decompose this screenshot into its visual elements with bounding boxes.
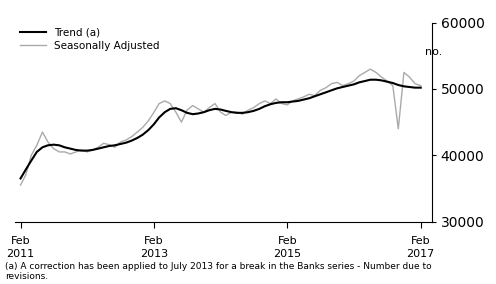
Legend: Trend (a), Seasonally Adjusted: Trend (a), Seasonally Adjusted (20, 28, 160, 51)
Text: Feb: Feb (11, 236, 30, 246)
Text: 2017: 2017 (407, 249, 435, 259)
Text: 2011: 2011 (6, 249, 35, 259)
Text: 2013: 2013 (140, 249, 168, 259)
Text: Feb: Feb (144, 236, 164, 246)
Text: no.: no. (425, 47, 442, 57)
Text: (a) A correction has been applied to July 2013 for a break in the Banks series -: (a) A correction has been applied to Jul… (5, 262, 432, 281)
Text: 2015: 2015 (273, 249, 302, 259)
Text: Feb: Feb (277, 236, 297, 246)
Text: Feb: Feb (411, 236, 431, 246)
